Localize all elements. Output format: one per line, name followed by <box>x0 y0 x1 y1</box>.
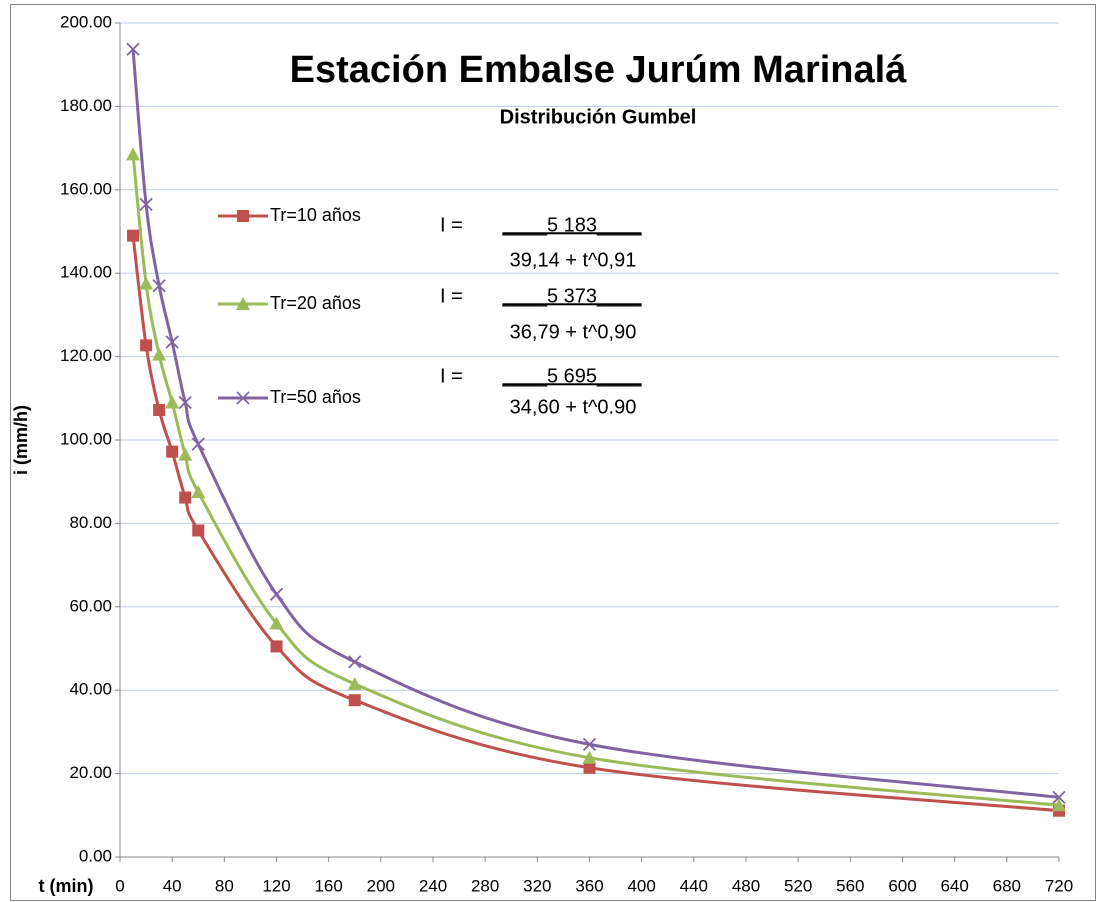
marker <box>126 147 141 161</box>
series-line <box>131 235 1060 813</box>
equation-numerator: ____5 373____ <box>501 285 642 307</box>
y-tick-label: 120.00 <box>60 346 112 365</box>
x-tick-label: 120 <box>262 876 290 895</box>
marker <box>583 761 596 774</box>
x-tick-label: 160 <box>314 876 342 895</box>
y-tick-label: 20.00 <box>69 763 112 782</box>
y-tick-label: 60.00 <box>69 596 112 615</box>
equation-denominator: 36,79 + t^0,90 <box>510 321 637 343</box>
x-tick-label: 640 <box>940 876 968 895</box>
marker <box>139 276 154 290</box>
y-tick-label: 80.00 <box>69 513 112 532</box>
marker <box>191 485 206 499</box>
equation-prefix: I = <box>440 365 463 387</box>
equation-denominator: 34,60 + t^0.90 <box>510 396 637 418</box>
marker <box>139 197 153 212</box>
x-tick-label: 320 <box>523 876 551 895</box>
marker <box>348 655 362 669</box>
marker <box>582 750 597 764</box>
marker <box>127 229 140 242</box>
y-axis-label: i (mm/h) <box>11 405 31 475</box>
marker <box>237 210 249 222</box>
marker <box>152 347 167 361</box>
x-tick-label: 680 <box>993 876 1021 895</box>
x-tick-label: 280 <box>471 876 499 895</box>
y-tick-label: 180.00 <box>60 96 112 115</box>
x-tick-label: 400 <box>627 876 655 895</box>
y-tick-label: 160.00 <box>60 179 112 198</box>
marker <box>126 42 140 56</box>
marker <box>348 694 361 707</box>
x-tick-label: 360 <box>575 876 603 895</box>
marker <box>140 339 153 352</box>
marker <box>165 395 180 409</box>
equation-prefix: I = <box>440 285 463 307</box>
x-tick-label: 80 <box>215 876 234 895</box>
marker <box>582 737 597 752</box>
marker <box>269 616 284 630</box>
marker <box>166 445 179 458</box>
x-tick-label: 520 <box>784 876 812 895</box>
y-tick-label: 140.00 <box>60 263 112 282</box>
marker <box>178 447 193 461</box>
equation-numerator: ____5 695____ <box>501 365 642 387</box>
marker <box>1052 798 1066 812</box>
y-tick-label: 100.00 <box>60 429 112 448</box>
series-line <box>131 154 1060 807</box>
marker <box>236 391 250 405</box>
legend-label: Tr=20 años <box>270 293 361 313</box>
chart-subtitle: Distribución Gumbel <box>500 106 697 128</box>
x-tick-label: 440 <box>680 876 708 895</box>
marker <box>152 279 166 293</box>
equation-denominator: 39,14 + t^0,91 <box>510 249 637 271</box>
equation-prefix: I = <box>440 214 463 236</box>
legend-label: Tr=10 años <box>270 205 361 225</box>
marker <box>191 437 205 451</box>
series-line <box>131 49 1060 799</box>
marker <box>153 403 166 416</box>
marker <box>178 395 192 410</box>
marker <box>236 297 250 310</box>
y-tick-label: 0.00 <box>79 846 112 865</box>
y-tick-label: 200.00 <box>60 12 112 31</box>
x-tick-label: 240 <box>419 876 447 895</box>
x-tick-label: 560 <box>836 876 864 895</box>
marker <box>269 587 284 601</box>
marker <box>179 491 192 504</box>
x-tick-label: 0 <box>115 876 124 895</box>
x-tick-label: 200 <box>367 876 395 895</box>
marker <box>270 640 283 653</box>
x-tick-label: 720 <box>1045 876 1073 895</box>
y-tick-label: 40.00 <box>69 680 112 699</box>
marker <box>165 335 179 349</box>
x-tick-label: 480 <box>732 876 760 895</box>
chart-title: Estación Embalse Jurúm Marinalá <box>290 49 908 91</box>
marker <box>192 524 205 537</box>
x-axis-label: t (min) <box>39 876 94 896</box>
x-tick-label: 600 <box>888 876 916 895</box>
equation-numerator: ____5 183____ <box>501 214 642 236</box>
marker <box>347 676 362 690</box>
marker <box>1052 790 1066 805</box>
x-tick-label: 40 <box>163 876 182 895</box>
legend-label: Tr=50 años <box>270 387 361 407</box>
